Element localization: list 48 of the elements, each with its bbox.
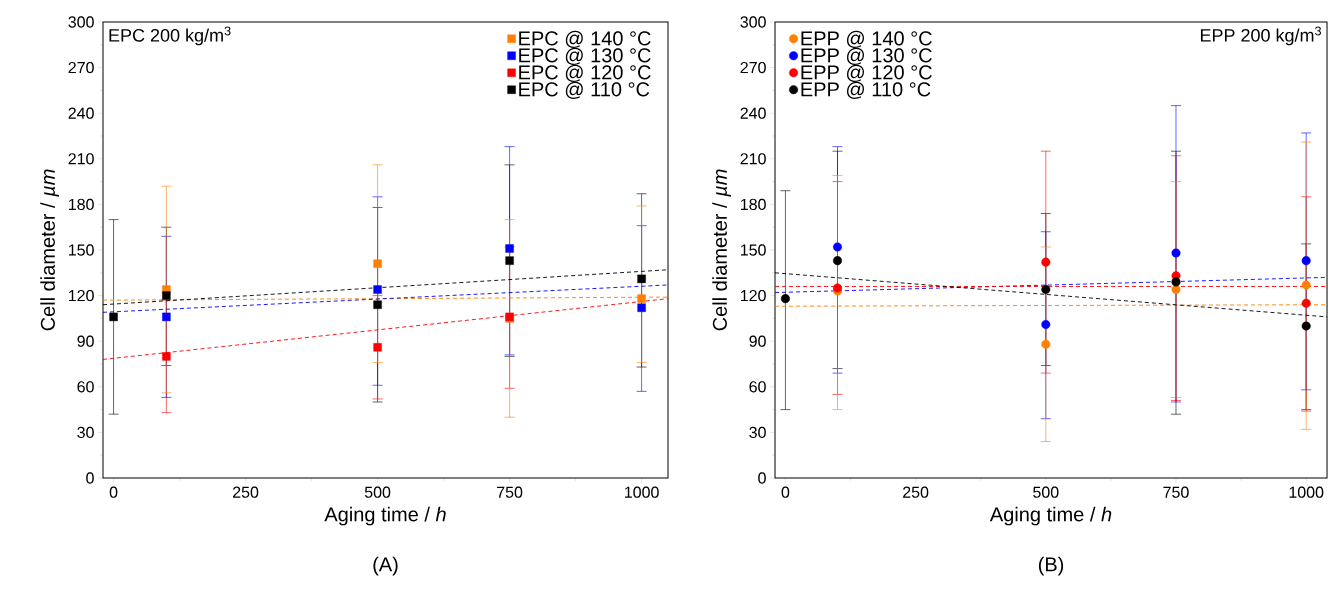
annotation: EPP 200 kg/m$^{3}$ <box>1200 26 1321 46</box>
y-tick-label: 30 <box>77 426 94 439</box>
x-tick-label: 0 <box>109 486 118 498</box>
y-tick-label: 240 <box>740 107 766 119</box>
legend-label: EPP @ 140 °C <box>801 30 932 49</box>
legend-label: EPC @ 140 °C <box>519 30 651 49</box>
y-tick-label: 90 <box>77 335 94 347</box>
legend-label: EPC @ 110 °C <box>519 81 650 99</box>
x-tick-label: 750 <box>497 486 523 498</box>
y-tick-label: 120 <box>741 289 766 302</box>
y-tick-label: 30 <box>749 426 766 439</box>
y-tick-label: 150 <box>69 244 94 256</box>
x-axis-title: Aging time / h <box>324 506 446 526</box>
legend-label: EPC @ 120 °C <box>519 64 651 82</box>
y-tick-label: 210 <box>740 153 766 165</box>
y-tick-label: 180 <box>69 198 94 211</box>
legend-label: EPP @ 110 °C <box>801 81 931 99</box>
y-tick-label: 270 <box>68 61 94 74</box>
x-tick-label: 750 <box>1163 486 1189 498</box>
y-tick-label: 210 <box>68 153 94 165</box>
y-tick-label: 270 <box>740 61 766 74</box>
x-tick-label: 1000 <box>1289 486 1324 498</box>
x-tick-label: 0 <box>781 486 790 498</box>
y-tick-label: 240 <box>68 107 94 119</box>
x-tick-label: 250 <box>233 486 259 498</box>
y-tick-label: 180 <box>741 198 766 211</box>
legend-label: EPP @ 130 °C <box>801 47 932 65</box>
x-axis-title: Aging time / h <box>989 506 1112 526</box>
y-tick-label: 60 <box>749 381 766 393</box>
annotation: EPC 200 kg/m$^{3}$ <box>109 26 231 46</box>
x-tick-label: 250 <box>903 486 929 498</box>
y-tick-label: 90 <box>749 335 766 347</box>
text: (A) <box>373 556 398 576</box>
y-tick-label: 60 <box>77 381 94 393</box>
legend-label: EPC @ 130 °C <box>519 47 651 65</box>
y-tick-label: 120 <box>69 289 94 302</box>
y-axis-title: Cell diameter / µm <box>712 169 731 331</box>
y-tick-label: 300 <box>68 16 94 28</box>
y-tick-label: 0 <box>86 472 94 484</box>
x-tick-label: 500 <box>364 486 391 498</box>
y-tick-label: 150 <box>741 244 766 256</box>
x-tick-label: 500 <box>1033 486 1059 498</box>
y-axis-title: Cell diameter / µm <box>40 169 59 331</box>
legend-label: EPP @ 120 °C <box>801 64 932 82</box>
y-tick-label: 0 <box>758 472 766 484</box>
text: (B) <box>1038 556 1064 576</box>
y-tick-label: 300 <box>740 16 766 28</box>
x-tick-label: 1000 <box>625 486 659 498</box>
